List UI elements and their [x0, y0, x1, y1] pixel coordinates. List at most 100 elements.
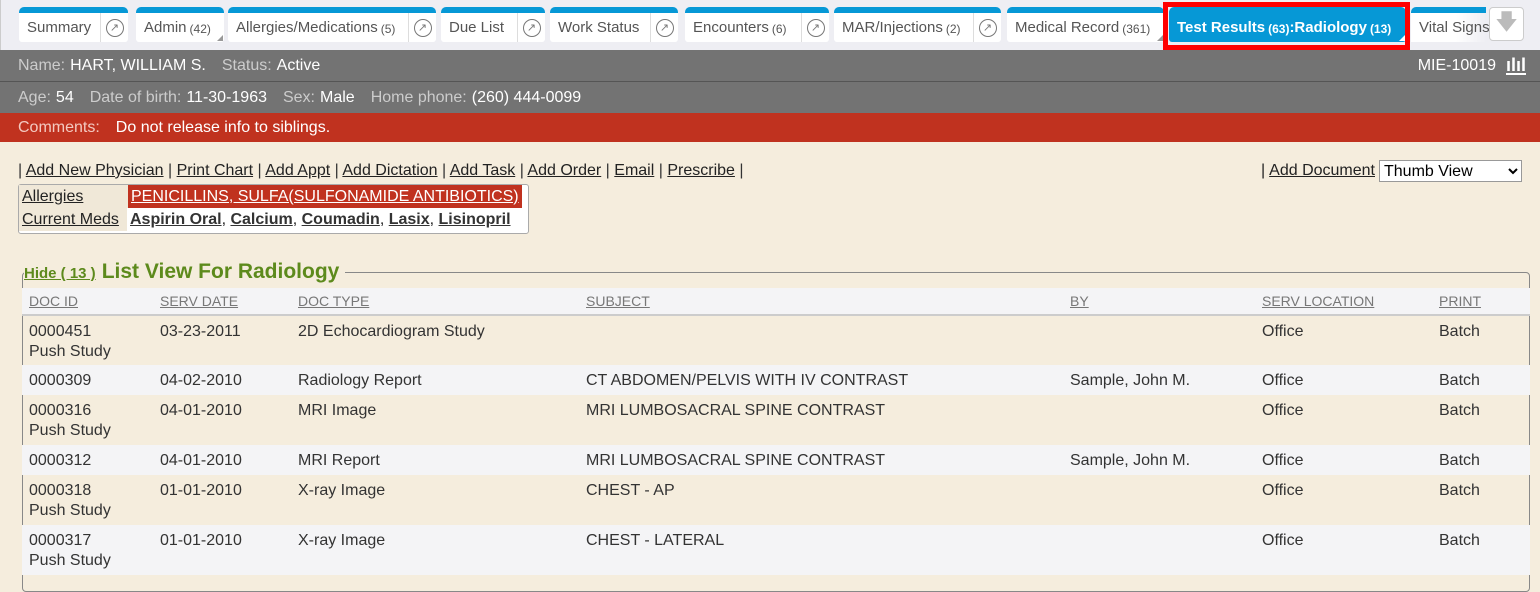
tab-test-results[interactable]: Test Results (63):Radiology (13): [1169, 7, 1406, 42]
by-cell: [1070, 315, 1262, 365]
action-add-appt[interactable]: Add Appt: [265, 162, 331, 179]
table-row[interactable]: 0000309 04-02-2010 Radiology Report CT ABDO…: [22, 365, 1530, 395]
tab-vital-signs[interactable]: Vital Signs: [1411, 7, 1490, 42]
med-link[interactable]: Coumadin: [301, 210, 380, 228]
tab-name: Work Status: [558, 19, 640, 36]
med-link[interactable]: Lisinopril: [438, 210, 511, 228]
label: Age:: [18, 88, 51, 106]
patient-details-bar: Age: 54 Date of birth: 11-30-1963 Sex: Male…: [0, 82, 1540, 113]
doc-id-cell: 0000312: [22, 445, 160, 475]
dropdown-corner-icon[interactable]: [1399, 35, 1405, 41]
doc-type-cell: Radiology Report: [298, 365, 586, 395]
open-external-button[interactable]: ↗: [100, 13, 128, 42]
open-external-button[interactable]: ↗: [408, 13, 436, 42]
separator: |: [601, 162, 615, 179]
tab-due-list[interactable]: Due List ↗: [441, 7, 545, 42]
open-external-button[interactable]: ↗: [650, 13, 678, 42]
action-add-dictation[interactable]: Add Dictation: [342, 162, 438, 179]
action-add-order[interactable]: Add Order: [527, 162, 602, 179]
comments-bar: Comments: Do not release info to siblings…: [0, 113, 1540, 142]
med-link[interactable]: Calcium: [230, 210, 293, 228]
doc-id[interactable]: 0000316: [29, 402, 92, 419]
tab-name: Admin: [144, 19, 187, 36]
doc-id-cell: 0000451 Push Study: [22, 315, 160, 365]
tab-summary[interactable]: Summary ↗: [19, 7, 128, 42]
table-row[interactable]: 0000451 Push Study 03-23-2011 2D Echocardio…: [22, 315, 1530, 365]
by-cell: Sample, John M.: [1070, 445, 1262, 475]
tab-allergies-medications[interactable]: Allergies/Medications (5) ↗: [228, 7, 436, 42]
tab-encounters[interactable]: Encounters (6) ↗: [685, 7, 829, 42]
dropdown-corner-icon[interactable]: [217, 35, 223, 41]
patient-phone: (260) 444-0099: [471, 88, 582, 106]
action-add-task[interactable]: Add Task: [449, 162, 516, 179]
doc-id[interactable]: 0000312: [29, 452, 92, 469]
column-header[interactable]: DOC ID: [22, 288, 160, 316]
push-study[interactable]: Push Study: [29, 552, 111, 569]
serv-location-cell: Office: [1262, 323, 1304, 340]
push-study[interactable]: Push Study: [29, 422, 111, 439]
tab-name: Due List: [449, 19, 505, 36]
doc-id-cell: 0000309: [22, 365, 160, 395]
tab-work-status[interactable]: Work Status ↗: [550, 7, 678, 42]
action-add-new-physician[interactable]: Add New Physician: [25, 162, 164, 179]
column-header[interactable]: SERV DATE: [160, 288, 298, 316]
allergies-label[interactable]: Allergies: [19, 185, 128, 208]
chart-icon[interactable]: ılıl: [1505, 54, 1526, 75]
action-print-chart[interactable]: Print Chart: [176, 162, 254, 179]
column-header[interactable]: SERV LOCATION: [1262, 288, 1439, 316]
view-select[interactable]: Thumb View: [1379, 160, 1522, 182]
by-cell: [1070, 525, 1262, 575]
table-row[interactable]: 0000312 04-01-2010 MRI Report MRI LUMBOSACR…: [22, 445, 1530, 475]
tab-label: MAR/Injections (2): [834, 13, 973, 42]
doc-id[interactable]: 0000451: [29, 323, 92, 340]
action-email[interactable]: Email: [614, 162, 655, 179]
open-external-button[interactable]: ↗: [801, 13, 829, 42]
med-link[interactable]: Aspirin Oral: [130, 210, 222, 228]
table-row[interactable]: 0000317 Push Study 01-01-2010 X-ray Image CH…: [22, 525, 1530, 575]
column-header[interactable]: PRINT: [1439, 288, 1530, 316]
allergies-value[interactable]: PENICILLINS, SULFA(SULFONAMIDE ANTIBIOTI…: [128, 185, 522, 208]
subject-cell: CHEST - LATERAL: [586, 525, 1070, 575]
scroll-tabs-down-button[interactable]: 🡇: [1489, 7, 1524, 41]
tab-admin[interactable]: Admin (42): [136, 7, 224, 42]
doc-id[interactable]: 0000318: [29, 482, 92, 499]
list-title: List View For Radiology: [101, 260, 340, 283]
open-external-button[interactable]: ↗: [517, 13, 545, 42]
column-header[interactable]: BY: [1070, 288, 1262, 316]
push-study[interactable]: Push Study: [29, 502, 111, 519]
tab-name: Encounters: [693, 19, 769, 36]
hide-list-link[interactable]: Hide ( 13 ): [24, 265, 96, 282]
serv-location-cell: Office: [1262, 482, 1304, 499]
tab-mar-injections[interactable]: MAR/Injections (2) ↗: [834, 7, 1001, 42]
tab-label: Allergies/Medications (5): [228, 13, 408, 42]
meds-label[interactable]: Current Meds: [19, 208, 127, 231]
tab-subcount: (13): [1369, 22, 1392, 36]
table-row[interactable]: 0000318 Push Study 01-01-2010 X-ray Image CH…: [22, 475, 1530, 525]
med-link[interactable]: Lasix: [388, 210, 430, 228]
separator: ,: [429, 210, 439, 228]
tab-medical-record[interactable]: Medical Record (361): [1007, 7, 1164, 42]
subject-cell: CHEST - AP: [586, 482, 675, 499]
tab-label: Summary: [19, 13, 100, 42]
add-document-link[interactable]: Add Document: [1269, 162, 1375, 179]
column-header[interactable]: SUBJECT: [586, 288, 1070, 316]
patient-name: HART, WILLIAM S.: [70, 56, 206, 74]
tab-name: Medical Record: [1015, 19, 1120, 36]
arrow-up-right-icon: ↗: [655, 18, 674, 37]
action-prescribe[interactable]: Prescribe: [667, 162, 735, 179]
column-header[interactable]: DOC TYPE: [298, 288, 586, 316]
table-row[interactable]: 0000316 Push Study 04-01-2010 MRI Image MRI …: [22, 395, 1530, 445]
push-study[interactable]: Push Study: [29, 343, 111, 360]
open-external-button[interactable]: ↗: [973, 13, 1001, 42]
serv-location-cell: Office: [1262, 445, 1439, 475]
doc-id[interactable]: 0000309: [29, 372, 92, 389]
arrow-up-right-icon: ↗: [806, 18, 825, 37]
print-cell: Batch: [1439, 323, 1480, 340]
tab-count: (2): [945, 22, 961, 36]
tab-count: (361): [1122, 22, 1151, 36]
patient-dob: 11-30-1963: [186, 88, 267, 106]
dropdown-corner-icon[interactable]: [1157, 35, 1163, 41]
serv-date-cell: 01-01-2010: [160, 525, 298, 575]
label: Date of birth:: [89, 88, 182, 106]
doc-id[interactable]: 0000317: [29, 532, 92, 549]
